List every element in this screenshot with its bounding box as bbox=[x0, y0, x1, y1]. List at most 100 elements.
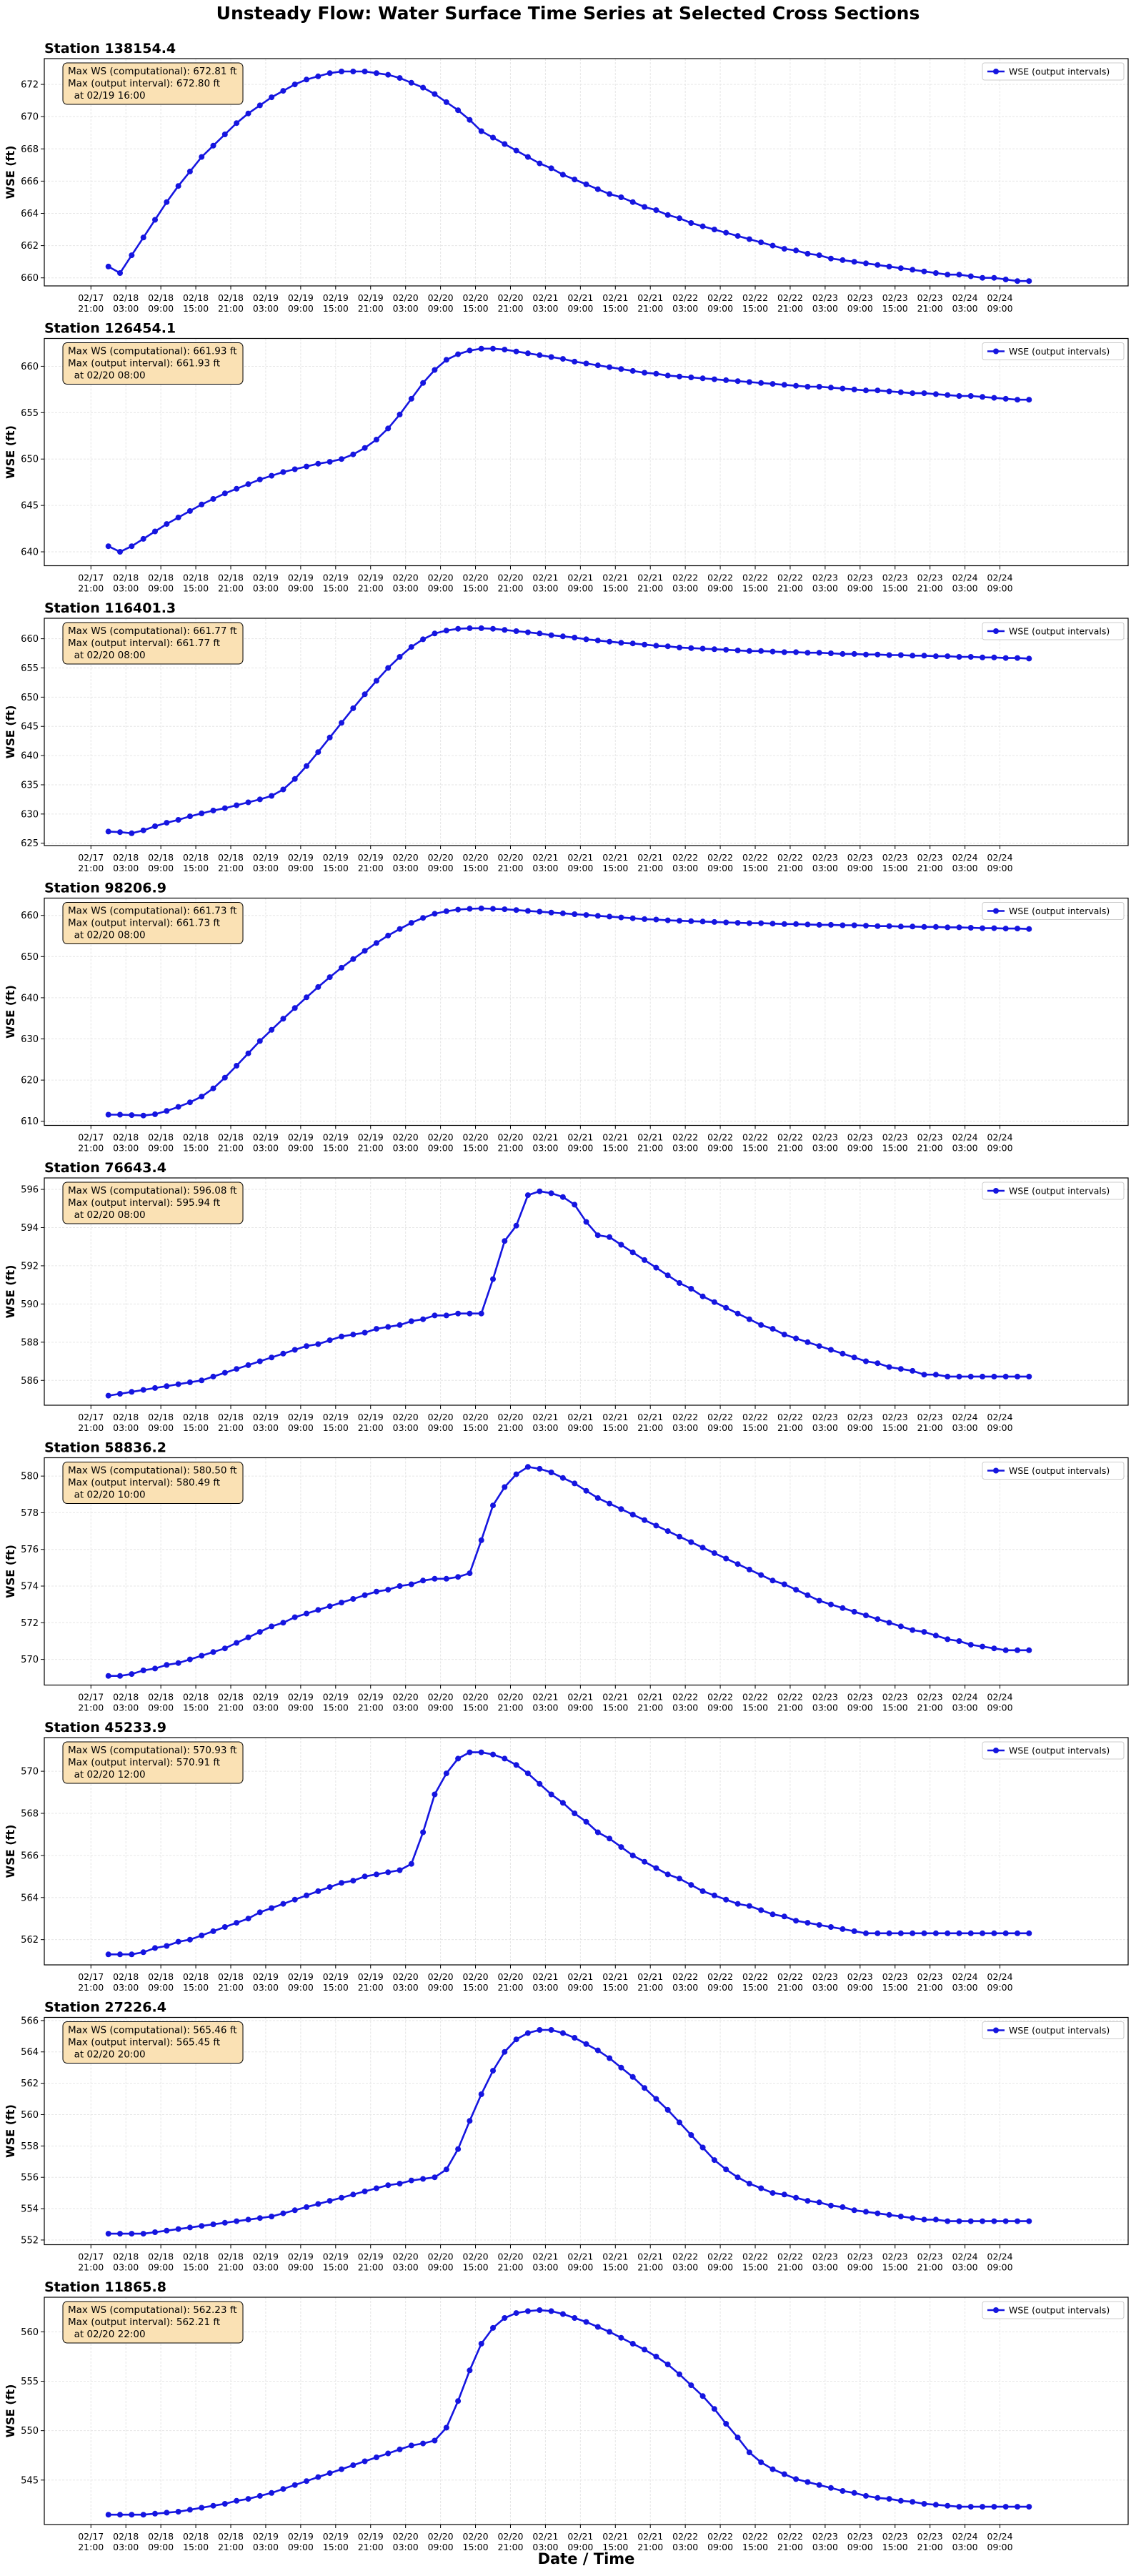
data-point bbox=[362, 948, 368, 954]
x-tick-label-time: 09:00 bbox=[148, 2262, 174, 2273]
x-tick-label-date: 02/19 bbox=[358, 852, 384, 863]
data-point bbox=[642, 641, 648, 648]
x-tick-label-time: 15:00 bbox=[323, 1143, 349, 1154]
data-point bbox=[839, 1350, 846, 1357]
data-point bbox=[537, 908, 543, 915]
data-point bbox=[642, 1257, 648, 1263]
x-tick-label-date: 02/20 bbox=[463, 1132, 489, 1143]
x-tick-label-date: 02/22 bbox=[707, 1412, 733, 1422]
x-tick-label-date: 02/23 bbox=[882, 2531, 908, 2542]
data-point bbox=[781, 649, 787, 655]
data-point bbox=[350, 451, 357, 457]
data-point bbox=[980, 1373, 986, 1379]
x-tick-label-time: 15:00 bbox=[882, 863, 908, 873]
data-point bbox=[653, 1865, 659, 1871]
data-point bbox=[524, 1464, 531, 1470]
x-tick-label-date: 02/22 bbox=[777, 1412, 803, 1422]
x-tick-label-date: 02/23 bbox=[882, 1412, 908, 1422]
data-point bbox=[607, 2055, 613, 2061]
x-tick-label-date: 02/20 bbox=[428, 1692, 454, 1703]
data-point bbox=[245, 1916, 251, 1922]
x-tick-label-time: 03:00 bbox=[113, 583, 139, 594]
x-tick-label-date: 02/23 bbox=[847, 2251, 873, 2262]
data-point bbox=[490, 1276, 496, 1282]
data-point bbox=[851, 650, 857, 657]
x-tick-label-date: 02/19 bbox=[288, 1412, 314, 1422]
x-tick-label-date: 02/24 bbox=[952, 852, 978, 863]
data-point bbox=[186, 1379, 193, 1385]
data-point bbox=[548, 2308, 554, 2314]
data-point bbox=[618, 1242, 624, 1248]
data-point bbox=[897, 1366, 904, 1372]
x-tick-label-date: 02/23 bbox=[917, 292, 943, 303]
x-tick-label-time: 09:00 bbox=[567, 583, 593, 594]
x-tick-label-date: 02/19 bbox=[323, 2251, 349, 2262]
data-point bbox=[642, 1858, 648, 1865]
x-tick-label-date: 02/22 bbox=[707, 573, 733, 583]
x-tick-label-date: 02/18 bbox=[148, 292, 174, 303]
y-tick-label: 640 bbox=[21, 993, 39, 1004]
y-tick-label: 592 bbox=[21, 1261, 39, 1272]
data-point bbox=[524, 1192, 531, 1199]
data-point bbox=[910, 1367, 916, 1374]
x-tick-label-date: 02/17 bbox=[78, 2531, 104, 2542]
x-tick-label-date: 02/24 bbox=[952, 1412, 978, 1422]
data-point bbox=[152, 2229, 158, 2235]
x-tick-label-time: 15:00 bbox=[183, 1703, 209, 1713]
data-point bbox=[839, 922, 846, 928]
x-tick-label-time: 09:00 bbox=[707, 583, 733, 594]
data-point bbox=[152, 1111, 158, 1117]
data-point bbox=[234, 485, 240, 492]
legend-box bbox=[982, 622, 1125, 640]
data-point bbox=[280, 469, 287, 475]
data-point bbox=[769, 1577, 776, 1584]
data-point bbox=[793, 1335, 799, 1342]
x-tick-label-date: 02/21 bbox=[532, 1692, 558, 1703]
x-tick-label-date: 02/19 bbox=[253, 1692, 279, 1703]
x-tick-label-date: 02/20 bbox=[497, 1692, 523, 1703]
data-point bbox=[804, 1592, 811, 1598]
data-point bbox=[723, 2166, 729, 2173]
x-tick-label-time: 15:00 bbox=[183, 303, 209, 314]
data-point bbox=[991, 925, 997, 931]
data-point bbox=[455, 1755, 462, 1762]
data-point bbox=[677, 1876, 682, 1882]
x-tick-label-time: 15:00 bbox=[463, 863, 489, 873]
y-tick-label: 664 bbox=[21, 209, 39, 219]
x-tick-label-time: 15:00 bbox=[602, 583, 628, 594]
data-point bbox=[677, 373, 682, 380]
annotation-line: at 02/20 08:00 bbox=[68, 650, 146, 661]
data-point bbox=[921, 923, 927, 930]
data-point bbox=[629, 640, 636, 647]
x-tick-label-date: 02/21 bbox=[532, 2531, 558, 2542]
data-point bbox=[385, 71, 392, 78]
x-tick-label-time: 09:00 bbox=[428, 1703, 454, 1713]
data-point bbox=[967, 2218, 974, 2224]
data-point bbox=[804, 921, 811, 928]
data-point bbox=[199, 1653, 205, 1659]
data-point bbox=[210, 496, 216, 502]
x-tick-label-time: 03:00 bbox=[253, 1422, 279, 1433]
data-point bbox=[816, 1597, 822, 1604]
data-point bbox=[152, 1665, 158, 1672]
x-tick-label-date: 02/20 bbox=[497, 852, 523, 863]
x-tick-label-time: 21:00 bbox=[637, 2262, 663, 2273]
data-point bbox=[186, 2224, 193, 2231]
data-point bbox=[315, 1607, 322, 1613]
y-tick-label: 590 bbox=[21, 1299, 39, 1310]
legend-box bbox=[982, 902, 1125, 920]
x-tick-label-time: 21:00 bbox=[358, 1982, 384, 1993]
data-point bbox=[502, 1484, 508, 1490]
x-tick-label-date: 02/22 bbox=[742, 1412, 768, 1422]
annotation-line: at 02/20 12:00 bbox=[68, 1769, 146, 1780]
data-point bbox=[758, 648, 764, 654]
legend-marker-swatch bbox=[993, 69, 999, 74]
data-point bbox=[851, 1608, 857, 1615]
data-point bbox=[594, 1495, 601, 1501]
x-tick-label-time: 03:00 bbox=[113, 2542, 139, 2552]
x-tick-label-time: 09:00 bbox=[707, 2262, 733, 2273]
data-point bbox=[991, 1373, 997, 1379]
data-point bbox=[350, 69, 357, 74]
data-point bbox=[327, 974, 333, 981]
data-point bbox=[945, 1636, 951, 1643]
